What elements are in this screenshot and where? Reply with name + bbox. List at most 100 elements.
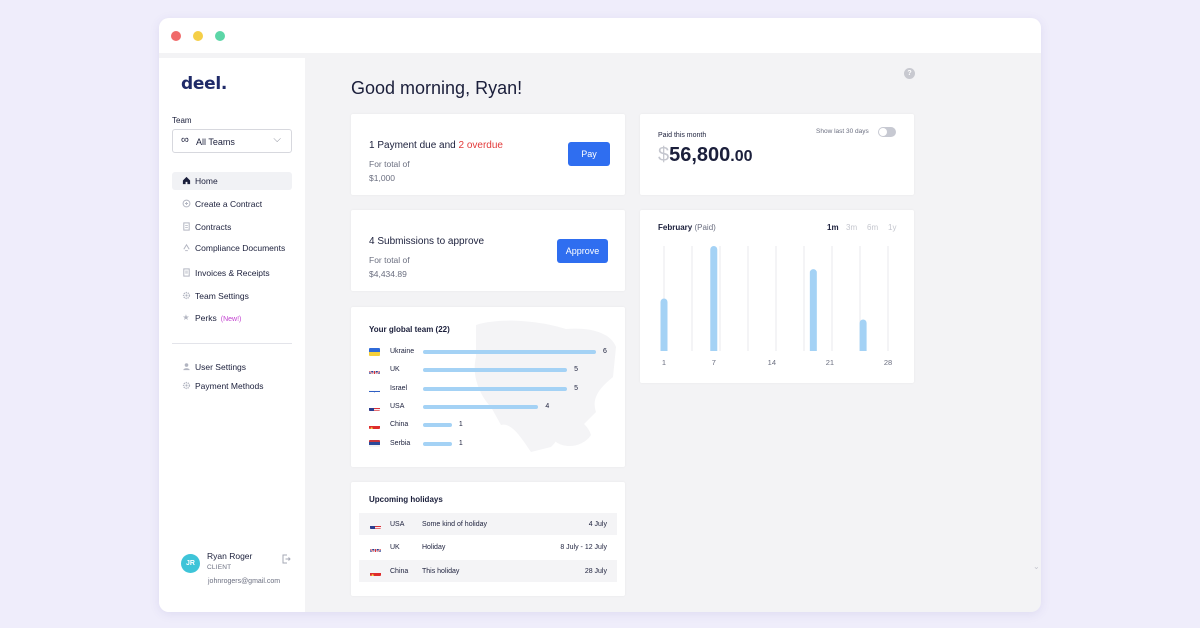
page-title: Good morning, Ryan! (351, 78, 523, 98)
user-icon (181, 362, 191, 372)
deel-logo[interactable]: deel. (181, 74, 228, 94)
upcoming-holidays-title: Upcoming holidays (369, 495, 443, 504)
range-6m[interactable]: 6m (867, 223, 879, 232)
team-country-label: USA (390, 402, 405, 410)
app-window: deel. Team ∞ All Teams ⌵ Home Create a C… (159, 18, 1041, 612)
chart-bar[interactable] (710, 246, 718, 351)
holiday-row[interactable]: China This holiday 28 July (359, 559, 617, 582)
sidebar-item-compliance[interactable]: Compliance Documents (172, 239, 292, 257)
range-1m[interactable]: 1m (827, 223, 839, 232)
uk-flag-icon (370, 544, 381, 553)
chart-title: February (Paid) (658, 223, 716, 232)
approve-button[interactable]: Approve (557, 239, 608, 263)
sidebar: deel. Team ∞ All Teams ⌵ Home Create a C… (159, 58, 305, 612)
sidebar-item-invoices[interactable]: Invoices & Receipts (172, 264, 292, 282)
close-window-dot[interactable] (171, 31, 181, 41)
chevron-down-icon: ⌵ (273, 134, 281, 145)
sidebar-item-label: Invoices & Receipts (195, 268, 270, 278)
team-label: Team (172, 116, 192, 125)
minimize-window-dot[interactable] (193, 31, 203, 41)
team-count-bar (423, 423, 452, 428)
range-3m[interactable]: 3m (846, 223, 858, 232)
sidebar-item-label: Home (195, 176, 218, 186)
usa-flag-icon (370, 521, 381, 529)
logout-icon[interactable] (282, 554, 291, 567)
payments-due-title: 1 Payment due and 2 overdue (369, 140, 503, 151)
holiday-name: Holiday (422, 544, 446, 552)
holiday-name: Some kind of holiday (422, 521, 487, 528)
chart-title-month: February (658, 223, 693, 232)
show-last-30-days-toggle[interactable] (878, 127, 896, 137)
team-count-bar (423, 350, 596, 354)
team-count-value: 5 (574, 366, 579, 374)
payments-due-text: 1 Payment due and (369, 140, 456, 151)
team-select-value: All Teams (196, 137, 235, 147)
range-1y[interactable]: 1y (888, 223, 897, 232)
team-country-label: UK (390, 366, 400, 374)
sidebar-item-label: Perks (New!) (195, 313, 241, 323)
sidebar-item-perks[interactable]: ★ Perks (New!) (172, 309, 292, 327)
user-email: johnrogers@gmail.com (208, 578, 281, 585)
sidebar-item-contracts[interactable]: Contracts (172, 218, 292, 236)
team-select[interactable]: ∞ All Teams ⌵ (172, 129, 292, 153)
user-name: Ryan Roger (207, 551, 253, 561)
team-count-value: 4 (545, 402, 550, 410)
chart-x-tick-label: 7 (712, 358, 716, 367)
user-profile: JR Ryan Roger CLIENT johnrogers@gmail.co… (172, 548, 297, 592)
home-icon (181, 176, 191, 186)
sidebar-item-create-contract[interactable]: Create a Contract (172, 195, 292, 213)
ukraine-flag-icon (369, 348, 380, 356)
team-count-value: 5 (574, 384, 579, 392)
sidebar-item-home[interactable]: Home (172, 172, 292, 190)
overdue-text: 2 overdue (458, 140, 503, 151)
holiday-row[interactable]: UK Holiday 8 July - 12 July (359, 536, 617, 558)
israel-flag-icon (369, 385, 380, 393)
help-icon[interactable]: ? (904, 68, 915, 79)
submissions-amount: $4,434.89 (369, 269, 407, 279)
pay-button[interactable]: Pay (568, 142, 610, 166)
chart-x-tick-label: 21 (826, 358, 834, 367)
holiday-date: 8 July - 12 July (560, 544, 607, 552)
sidebar-divider (172, 343, 292, 344)
payments-due-card: 1 Payment due and 2 overdue For total of… (351, 114, 625, 195)
serbia-flag-icon (369, 439, 380, 448)
team-count-value: 1 (458, 421, 463, 429)
paid-this-month-label: Paid this month (658, 132, 707, 139)
holiday-country: USA (390, 521, 405, 528)
sidebar-item-label: Create a Contract (195, 199, 263, 209)
chart-subtitle: (Paid) (694, 223, 716, 232)
team-count-value: 1 (458, 439, 463, 447)
sidebar-item-label: Payment Methods (195, 381, 264, 391)
plus-circle-icon (181, 199, 191, 209)
china-flag-icon (370, 568, 381, 576)
team-count-bar (423, 386, 568, 391)
sidebar-item-label: Team Settings (195, 291, 249, 301)
sidebar-item-payment-methods[interactable]: Payment Methods (172, 377, 292, 395)
title-bar (159, 18, 1041, 53)
currency-symbol: $ (658, 144, 670, 166)
paid-this-month-card: Paid this month Show last 30 days $56,80… (640, 114, 914, 195)
user-role: CLIENT (207, 564, 232, 571)
sidebar-item-user-settings[interactable]: User Settings (172, 358, 292, 376)
chart-bar[interactable] (809, 269, 817, 351)
chart-bar[interactable] (859, 319, 867, 351)
sidebar-item-label: Contracts (195, 222, 232, 232)
holiday-country: UK (390, 544, 400, 552)
infinity-icon: ∞ (181, 134, 189, 146)
scroll-indicator-icon[interactable]: ⌄ (1033, 562, 1040, 571)
upcoming-holidays-card: Upcoming holidays USA Some kind of holida… (351, 482, 625, 596)
bar-chart: 1 7 14 21 28 (660, 246, 892, 367)
payments-amount: $1,000 (369, 173, 395, 183)
paid-amount: $56,800.00 (658, 144, 753, 167)
gear-icon (181, 291, 191, 301)
team-country-label: Israel (390, 384, 408, 392)
star-icon: ★ (182, 313, 190, 322)
perks-label: Perks (195, 313, 217, 323)
sidebar-item-team-settings[interactable]: Team Settings (172, 287, 292, 305)
holiday-row[interactable]: USA Some kind of holiday 4 July (359, 513, 617, 535)
maximize-window-dot[interactable] (215, 31, 225, 41)
submissions-card: 4 Submissions to approve For total of $4… (351, 210, 625, 291)
chart-bar[interactable] (660, 298, 668, 352)
avatar[interactable]: JR (181, 554, 200, 573)
holiday-country: China (390, 567, 409, 575)
